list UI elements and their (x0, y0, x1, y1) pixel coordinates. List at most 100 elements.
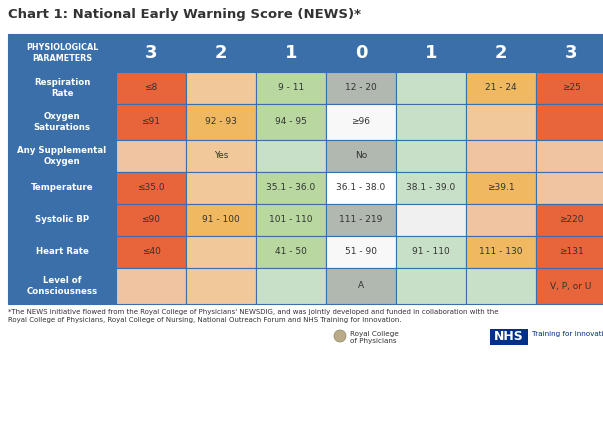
Bar (256, 140, 326, 172)
Text: ≥25: ≥25 (561, 83, 581, 92)
Text: Any Supplemental
Oxygen: Any Supplemental Oxygen (17, 146, 107, 166)
Bar (326, 172, 396, 204)
Text: ≤40: ≤40 (142, 248, 160, 257)
Text: No: No (355, 151, 367, 160)
Text: Level of
Consciousness: Level of Consciousness (27, 276, 98, 296)
Text: 92 - 93: 92 - 93 (205, 117, 237, 126)
Bar (8, 72, 116, 104)
Bar (326, 140, 396, 172)
Bar (116, 172, 186, 204)
Text: *The NEWS initiative flowed from the Royal College of Physicians' NEWSDIG, and w: *The NEWS initiative flowed from the Roy… (8, 309, 499, 315)
Text: 1: 1 (285, 44, 297, 62)
Bar (256, 72, 326, 104)
Bar (186, 236, 256, 268)
Bar (116, 34, 186, 72)
Bar (396, 204, 466, 236)
Bar (536, 34, 603, 72)
Text: 94 - 95: 94 - 95 (275, 117, 307, 126)
Text: Royal College
of Physicians: Royal College of Physicians (350, 331, 399, 344)
Bar (396, 34, 466, 72)
Text: 35.1 - 36.0: 35.1 - 36.0 (267, 184, 315, 193)
Bar (256, 268, 326, 304)
Text: 12 - 20: 12 - 20 (345, 83, 377, 92)
Bar (536, 268, 603, 304)
Text: Training for Innovation: Training for Innovation (532, 331, 603, 337)
Text: 111 - 130: 111 - 130 (479, 248, 523, 257)
Bar (186, 104, 256, 140)
Bar (490, 329, 528, 345)
Bar (326, 72, 396, 104)
Bar (186, 268, 256, 304)
Text: Temperature: Temperature (31, 184, 93, 193)
Text: 41 - 50: 41 - 50 (275, 248, 307, 257)
Text: NHS: NHS (494, 331, 524, 344)
Bar (326, 104, 396, 140)
Bar (536, 140, 603, 172)
Text: 2: 2 (494, 44, 507, 62)
Text: 0: 0 (355, 44, 367, 62)
Bar (536, 72, 603, 104)
Bar (186, 34, 256, 72)
Bar (396, 236, 466, 268)
Bar (466, 104, 536, 140)
Bar (8, 204, 116, 236)
Text: ≤35.0: ≤35.0 (137, 184, 165, 193)
Bar (396, 172, 466, 204)
Text: Royal College of Physicians, Royal College of Nursing, National Outreach Forum a: Royal College of Physicians, Royal Colle… (8, 317, 402, 323)
Text: Yes: Yes (214, 151, 228, 160)
Text: 21 - 24: 21 - 24 (485, 83, 517, 92)
Bar (256, 34, 326, 72)
Text: 2: 2 (215, 44, 227, 62)
Bar (116, 104, 186, 140)
Bar (466, 34, 536, 72)
Text: 111 - 219: 111 - 219 (339, 215, 383, 224)
Text: V, P, or U: V, P, or U (551, 282, 592, 291)
Circle shape (334, 330, 346, 342)
Bar (396, 140, 466, 172)
Bar (116, 268, 186, 304)
Bar (186, 172, 256, 204)
Text: 91 - 110: 91 - 110 (412, 248, 450, 257)
Text: PHYSIOLOGICAL
PARAMETERS: PHYSIOLOGICAL PARAMETERS (26, 43, 98, 63)
Bar (536, 172, 603, 204)
Bar (326, 204, 396, 236)
Bar (326, 236, 396, 268)
Text: ≥220: ≥220 (559, 215, 583, 224)
Bar (8, 236, 116, 268)
Bar (116, 204, 186, 236)
Bar (466, 140, 536, 172)
Text: Oxygen
Saturations: Oxygen Saturations (34, 112, 90, 132)
Bar (536, 236, 603, 268)
Text: 91 - 100: 91 - 100 (202, 215, 240, 224)
Text: 51 - 90: 51 - 90 (345, 248, 377, 257)
Bar (8, 172, 116, 204)
Text: ≥39.1: ≥39.1 (487, 184, 515, 193)
Text: Heart Rate: Heart Rate (36, 248, 89, 257)
Bar (256, 236, 326, 268)
Bar (466, 268, 536, 304)
Text: ≤91: ≤91 (142, 117, 160, 126)
Bar (8, 268, 116, 304)
Text: Systolic BP: Systolic BP (35, 215, 89, 224)
Bar (326, 268, 396, 304)
Bar (116, 72, 186, 104)
Text: 1: 1 (425, 44, 437, 62)
Text: 3: 3 (565, 44, 577, 62)
Bar (256, 172, 326, 204)
Bar (466, 236, 536, 268)
Bar (396, 268, 466, 304)
Bar (396, 72, 466, 104)
Bar (116, 236, 186, 268)
Bar (536, 104, 603, 140)
Bar (8, 104, 116, 140)
Bar (536, 204, 603, 236)
Bar (186, 204, 256, 236)
Text: ≤8: ≤8 (144, 83, 157, 92)
Text: ≤90: ≤90 (142, 215, 160, 224)
Text: 3: 3 (145, 44, 157, 62)
Bar (256, 104, 326, 140)
Text: Respiration
Rate: Respiration Rate (34, 78, 90, 98)
Bar (116, 140, 186, 172)
Bar (466, 72, 536, 104)
Text: A: A (358, 282, 364, 291)
